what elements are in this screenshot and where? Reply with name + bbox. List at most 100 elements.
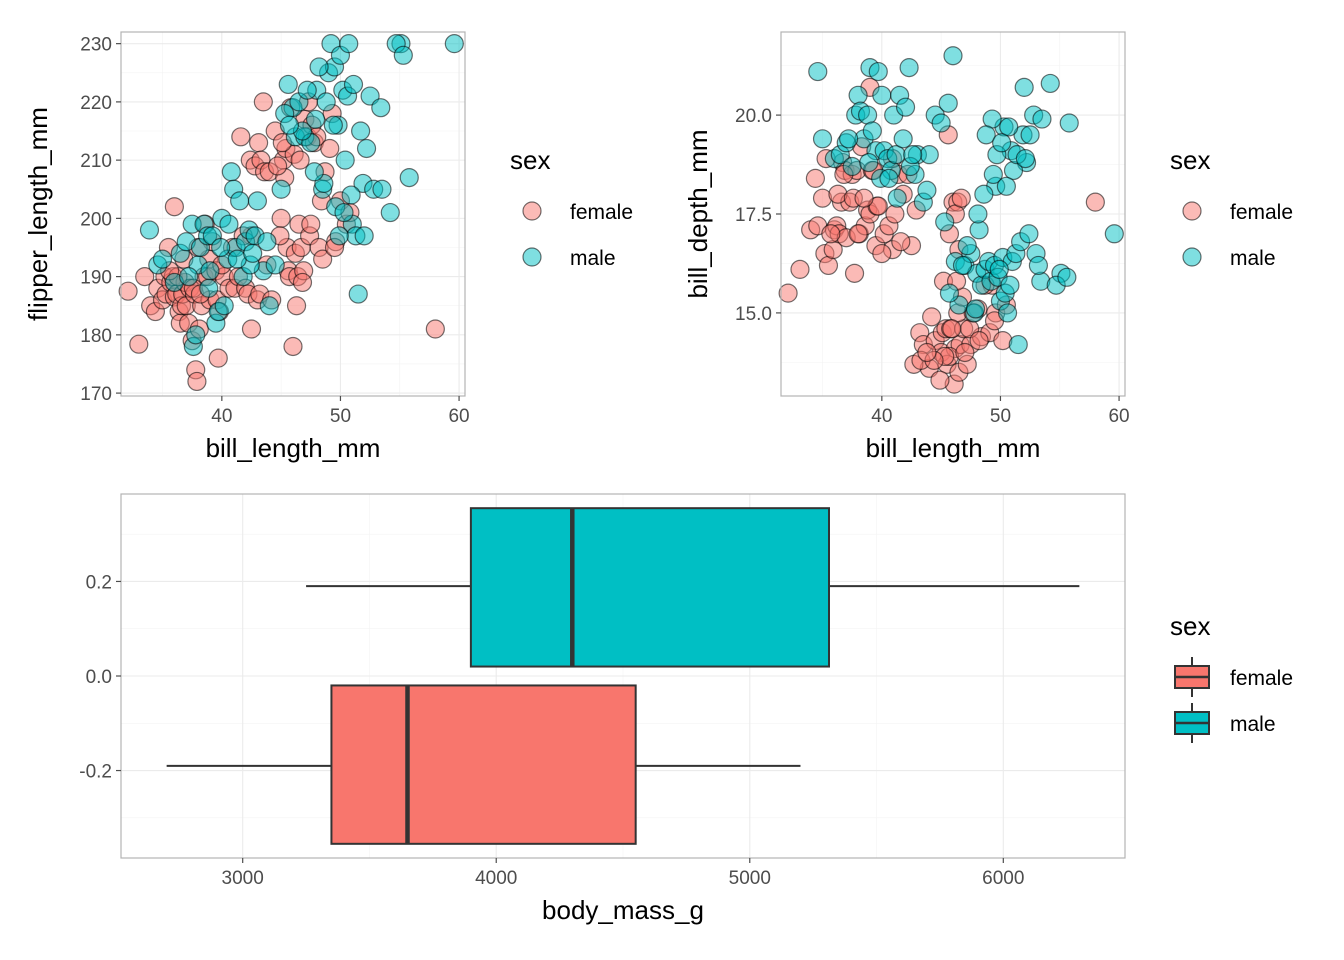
point-male <box>309 57 329 77</box>
legend-title: sex <box>510 145 550 175</box>
point-female <box>854 188 874 208</box>
y-tick-label: 220 <box>80 93 112 114</box>
point-female <box>951 188 971 208</box>
point-male <box>230 191 250 211</box>
point-female <box>955 342 975 363</box>
point-female <box>942 319 962 339</box>
y-tick-label: 20.0 <box>735 106 772 127</box>
point-male <box>1057 267 1077 287</box>
point-male <box>323 115 343 135</box>
point-male <box>221 162 241 182</box>
x-axis-title: body_mass_g <box>542 895 704 925</box>
panel-border <box>120 31 466 397</box>
x-tick-label: 50 <box>330 406 351 427</box>
point-male <box>935 212 955 232</box>
point-female <box>425 319 445 339</box>
x-tick-label: 40 <box>211 406 232 427</box>
legend-label-female: female <box>570 201 633 224</box>
point-female <box>241 319 262 339</box>
y-tick-label: 15.0 <box>735 304 772 325</box>
x-axis-title: bill_length_mm <box>206 433 381 463</box>
point-female <box>805 168 826 188</box>
point-male <box>839 129 859 149</box>
point-male <box>868 61 888 82</box>
x-tick-label: 6000 <box>982 868 1024 889</box>
point-male <box>305 109 326 129</box>
point-female <box>292 272 313 293</box>
legend-key-male <box>1182 247 1202 267</box>
point-female <box>135 267 155 287</box>
point-male <box>957 236 977 256</box>
point-male <box>444 34 464 54</box>
point-female <box>821 224 841 244</box>
point-male <box>199 278 219 298</box>
legend-label-male: male <box>1230 713 1276 736</box>
y-tick-label: 180 <box>80 326 112 347</box>
point-male <box>992 133 1012 153</box>
point-male <box>899 58 919 78</box>
point-female <box>872 243 892 264</box>
box-female <box>166 684 801 845</box>
y-tick-label: 0.2 <box>86 572 112 593</box>
point-male <box>371 98 391 118</box>
legend: sex female male <box>510 145 633 270</box>
x-tick-label: 3000 <box>222 868 264 889</box>
point-male <box>808 61 828 82</box>
point-male <box>243 243 263 263</box>
point-male <box>1019 224 1039 244</box>
point-female <box>129 334 149 354</box>
point-male <box>812 129 833 149</box>
point-male <box>341 185 361 205</box>
point-male <box>903 145 923 165</box>
point-female <box>290 150 310 170</box>
point-male <box>339 34 359 54</box>
point-male <box>257 232 277 252</box>
point-male <box>279 115 300 135</box>
point-male <box>997 303 1018 323</box>
point-male <box>214 296 234 316</box>
point-male <box>1040 73 1060 94</box>
y-tick-label: 0.0 <box>86 667 112 688</box>
legend-label-male: male <box>1230 247 1276 270</box>
point-male <box>952 255 973 276</box>
point-male <box>965 299 986 319</box>
point-female <box>320 138 340 159</box>
point-female <box>917 342 937 363</box>
point-female <box>286 296 307 316</box>
point-male <box>152 249 173 269</box>
point-female <box>118 281 138 301</box>
point-male <box>895 97 916 117</box>
point-male <box>343 74 364 95</box>
point-male <box>1015 149 1035 169</box>
point-male <box>974 184 994 204</box>
point-male <box>211 237 231 258</box>
y-tick-label: 190 <box>80 268 112 289</box>
x-tick-label: 40 <box>871 406 892 427</box>
point-male <box>848 85 868 105</box>
point-female <box>301 214 321 234</box>
x-tick-label: 5000 <box>729 868 771 889</box>
point-female <box>930 370 950 390</box>
y-tick-label: 17.5 <box>735 205 772 226</box>
legend-title: sex <box>1170 145 1210 175</box>
point-male <box>278 74 298 95</box>
point-female <box>1085 192 1105 212</box>
box-body-male <box>469 507 830 668</box>
legend: sex female male <box>1170 145 1293 270</box>
y-tick-label: -0.2 <box>79 762 112 783</box>
x-tick-label: 4000 <box>475 868 517 889</box>
point-male <box>939 283 960 303</box>
point-male <box>989 259 1009 279</box>
point-male <box>186 325 206 345</box>
point-male <box>862 121 882 141</box>
point-male <box>219 214 239 234</box>
point-female <box>231 127 251 147</box>
point-female <box>313 249 333 269</box>
legend-title: sex <box>1170 611 1210 641</box>
box-male <box>306 507 1080 668</box>
point-male <box>996 176 1016 196</box>
point-male <box>297 80 317 100</box>
point-male <box>943 46 963 66</box>
x-tick-label: 60 <box>448 406 469 427</box>
legend: sex female male <box>1170 611 1293 743</box>
